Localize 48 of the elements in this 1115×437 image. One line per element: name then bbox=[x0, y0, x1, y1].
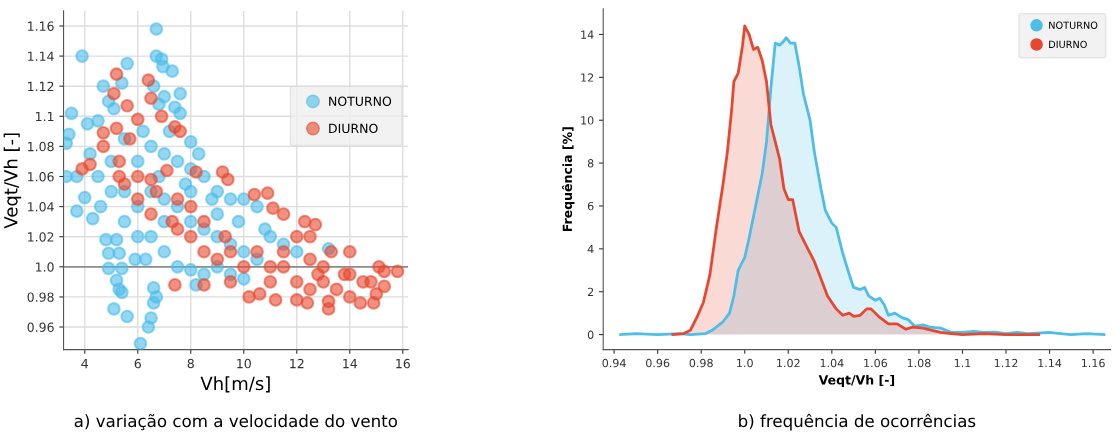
y-tick-label: 1.12 bbox=[28, 81, 54, 91]
x-tick-label: 1.08 bbox=[907, 358, 931, 368]
y-tick-label: 1.08 bbox=[28, 141, 54, 152]
x-tick-label: 10 bbox=[237, 358, 251, 369]
y-tick-label: 8 bbox=[587, 159, 594, 168]
x-tick-label: 1.0 bbox=[737, 358, 753, 368]
y-tick-label: 4 bbox=[587, 244, 594, 254]
y-tick-label: 14 bbox=[581, 30, 594, 39]
x-axis-title: Veqt/Vh [-] bbox=[818, 374, 895, 388]
x-tick-label: 1.02 bbox=[777, 358, 800, 368]
legend-label: DIURNO bbox=[329, 123, 378, 134]
y-tick-label: 0.96 bbox=[27, 322, 54, 332]
x-tick-label: 1.16 bbox=[1081, 358, 1105, 368]
x-tick-label: 8 bbox=[187, 358, 194, 369]
text: b) frequência de ocorrências bbox=[739, 413, 976, 431]
x-tick-label: 0.96 bbox=[646, 358, 670, 368]
legend-label: NOTURNO bbox=[1049, 21, 1098, 29]
y-tick-label: 0.98 bbox=[27, 292, 54, 302]
x-tick-label: 1.14 bbox=[1038, 358, 1062, 368]
y-tick-label: 6 bbox=[587, 201, 594, 211]
x-tick-label: 1.1 bbox=[954, 358, 971, 368]
x-tick-label: 0.94 bbox=[602, 358, 626, 368]
x-tick-label: 1.12 bbox=[994, 358, 1018, 368]
y-tick-label: 1.06 bbox=[28, 171, 54, 182]
y-tick-label: 1.14 bbox=[28, 51, 54, 61]
x-tick-label: 6 bbox=[134, 358, 141, 369]
x-tick-label: 1.04 bbox=[820, 358, 844, 368]
y-tick-label: 12 bbox=[581, 73, 594, 82]
text: a) variação com a velocidade do vento bbox=[74, 414, 398, 431]
x-tick-label: 1.06 bbox=[864, 358, 888, 368]
y-tick-label: 1.1 bbox=[36, 111, 54, 122]
y-tick-label: 1.0 bbox=[36, 262, 54, 272]
x-tick-label: 0.98 bbox=[689, 358, 713, 368]
x-axis-title: Vh[m/s] bbox=[200, 376, 270, 393]
y-tick-label: 2 bbox=[587, 287, 594, 296]
y-axis-title: Veqt/Vh [-] bbox=[3, 133, 22, 229]
x-tick-label: 14 bbox=[343, 359, 358, 369]
y-tick-label: 1.16 bbox=[28, 21, 54, 31]
y-tick-label: 10 bbox=[581, 116, 594, 125]
legend-label: DIURNO bbox=[1049, 40, 1087, 49]
y-tick-label: 1.02 bbox=[28, 232, 54, 242]
y-tick-label: 1.04 bbox=[28, 202, 54, 212]
y-tick-label: 0 bbox=[587, 330, 594, 339]
y-axis-title: Frequência [%] bbox=[561, 127, 575, 232]
x-tick-label: 4 bbox=[81, 359, 89, 369]
legend-label: NOTURNO bbox=[329, 96, 392, 106]
x-tick-label: 12 bbox=[290, 358, 304, 369]
x-tick-label: 16 bbox=[396, 358, 410, 369]
